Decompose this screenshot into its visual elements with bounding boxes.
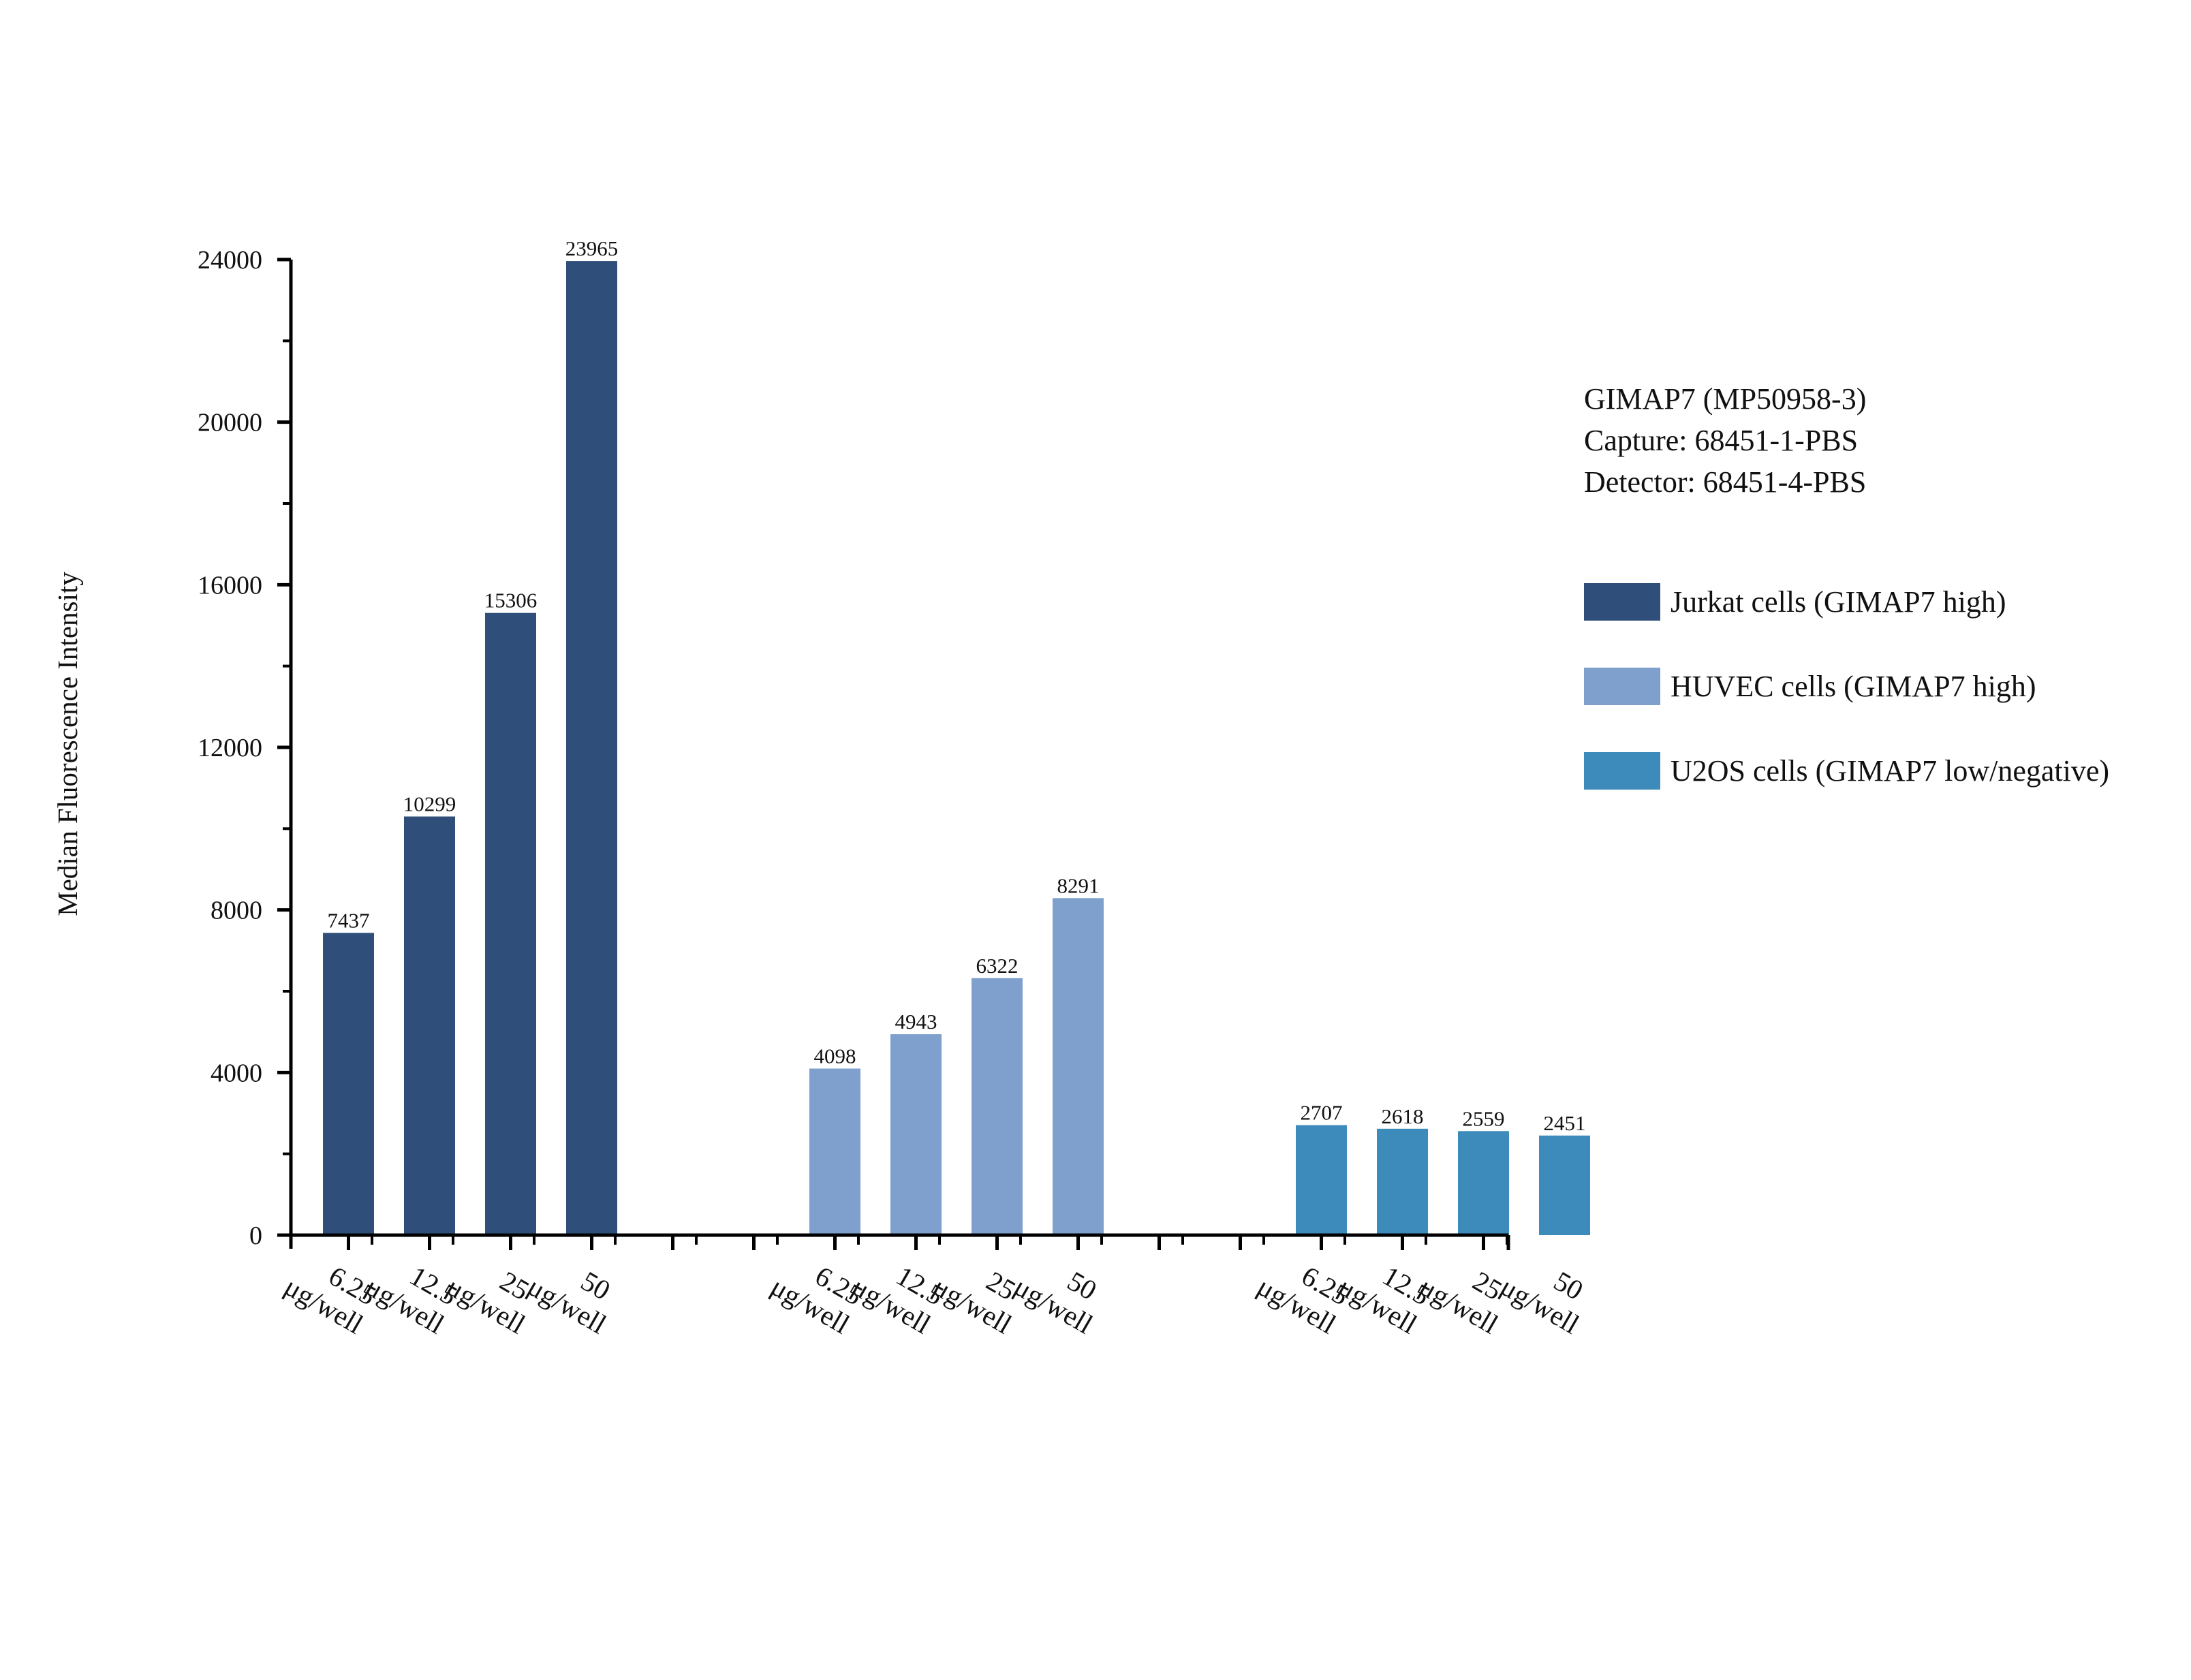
data-label: 10299: [403, 792, 456, 816]
bar: [809, 1068, 860, 1235]
legend-label: HUVEC cells (GIMAP7 high): [1671, 670, 2036, 703]
data-label: 4943: [895, 1010, 937, 1033]
data-label: 7437: [328, 908, 370, 932]
legend-swatch: [1584, 752, 1660, 790]
y-tick-label: 16000: [198, 571, 262, 600]
info-line: Detector: 68451-4-PBS: [1584, 465, 1866, 499]
x-tick-label: 50μg/well: [1009, 1243, 1114, 1340]
bar: [404, 816, 455, 1235]
bar: [1539, 1135, 1590, 1235]
data-label: 2707: [1301, 1101, 1343, 1125]
y-tick-label: 20000: [198, 409, 262, 437]
bar: [323, 933, 374, 1235]
bar: [972, 978, 1023, 1235]
axes-layer: 0 4000 8000 12000 16000 20000 24000 Median Fluo…: [52, 246, 1510, 1250]
info-line: Capture: 68451-1-PBS: [1584, 424, 1858, 457]
bar: [1377, 1128, 1428, 1235]
data-label: 2451: [1544, 1111, 1586, 1135]
legend: GIMAP7 (MP50958-3) Capture: 68451-1-PBS De…: [1584, 382, 2109, 790]
info-line: GIMAP7 (MP50958-3): [1584, 382, 1866, 416]
y-tick-label: 24000: [198, 246, 262, 275]
legend-swatch: [1584, 583, 1660, 621]
y-tick-label: 0: [249, 1222, 262, 1250]
bar: [566, 261, 617, 1236]
bars-layer: [323, 261, 1590, 1236]
data-label: 23965: [565, 236, 619, 260]
data-label: 2559: [1463, 1106, 1505, 1130]
data-label: 2618: [1382, 1104, 1424, 1128]
y-tick-label: 12000: [198, 734, 262, 762]
x-tick-label: 50μg/well: [523, 1243, 627, 1340]
data-label: 8291: [1057, 873, 1100, 897]
y-tick-label: 8000: [211, 897, 262, 925]
x-tick-label: 50μg/well: [1495, 1243, 1600, 1340]
legend-label: U2OS cells (GIMAP7 low/negative): [1671, 754, 2109, 788]
y-tick-label: 4000: [211, 1059, 262, 1087]
bar: [1296, 1125, 1347, 1235]
data-label: 15306: [484, 589, 538, 612]
data-label: 4098: [814, 1044, 856, 1068]
bar: [1053, 898, 1104, 1235]
bar: [485, 612, 536, 1235]
labels-layer: 74376.25μg/well1029912.5μg/well1530625μg…: [279, 236, 1600, 1340]
data-label: 6322: [976, 954, 1019, 978]
bar: [1458, 1131, 1509, 1235]
y-axis-title: Median Fluorescence Intensity: [52, 572, 83, 916]
bar: [890, 1034, 942, 1235]
legend-label: Jurkat cells (GIMAP7 high): [1671, 585, 2006, 619]
legend-swatch: [1584, 668, 1660, 705]
